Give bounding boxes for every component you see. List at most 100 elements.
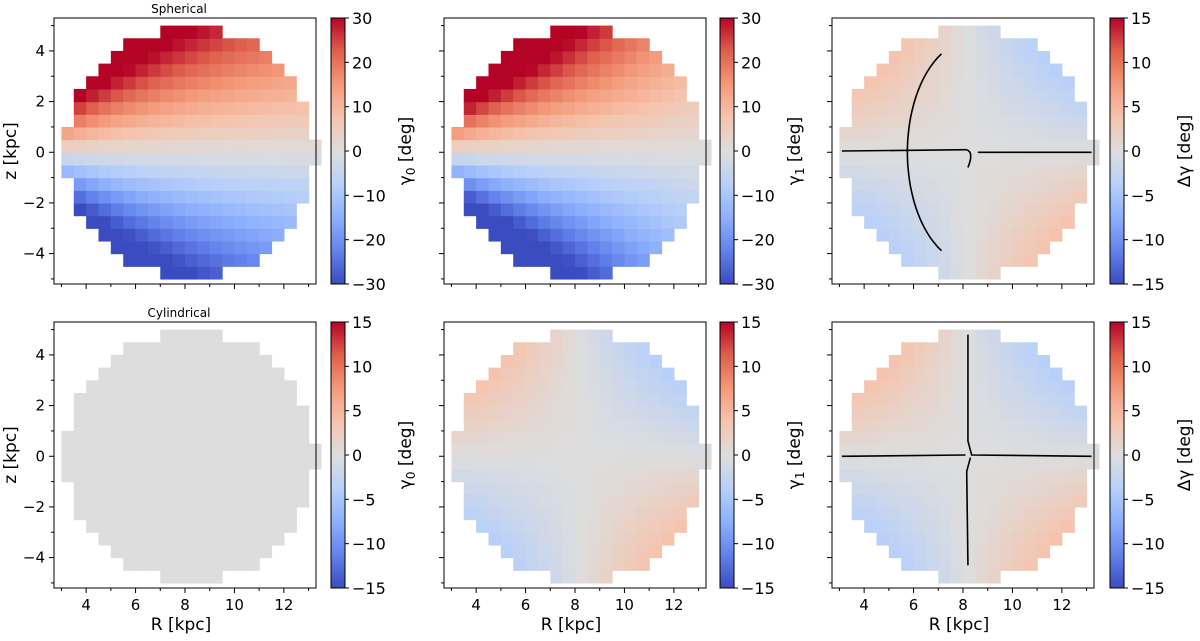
heatmap-cell <box>1049 418 1063 432</box>
heatmap-cell <box>222 253 236 267</box>
heatmap-cell <box>1012 430 1026 445</box>
heatmap-cell <box>624 152 638 166</box>
heatmap-cell <box>463 101 477 115</box>
heatmap-cell <box>185 88 198 103</box>
x-tick-label: 10 <box>225 596 244 614</box>
heatmap-cell <box>172 367 186 381</box>
heatmap-cell <box>185 177 198 191</box>
heatmap-cell <box>135 392 149 407</box>
heatmap-cell <box>476 519 490 533</box>
colorbar-tick-label: −5 <box>1131 186 1155 205</box>
heatmap-cell <box>234 190 248 204</box>
x-tick-label: 10 <box>1003 596 1022 614</box>
heatmap-cell <box>525 557 539 571</box>
heatmap-cell <box>987 190 1001 204</box>
heatmap-cell <box>975 240 989 255</box>
heatmap-cell <box>160 25 174 39</box>
heatmap-cell <box>950 177 964 191</box>
heatmap-cell <box>938 139 952 153</box>
heatmap-cell <box>636 354 650 369</box>
heatmap-cell <box>562 468 576 483</box>
heatmap-cell <box>451 126 465 141</box>
heatmap-cell <box>888 418 902 432</box>
heatmap-cell <box>876 443 890 457</box>
heatmap-cell <box>110 405 124 419</box>
heatmap-cell <box>599 63 613 77</box>
heatmap-cell <box>612 63 626 77</box>
y-tick-label: −4 <box>23 245 45 263</box>
heatmap-cell <box>599 456 613 470</box>
heatmap-cell <box>488 139 502 153</box>
heatmap-cell <box>488 101 502 115</box>
heatmap-cell <box>575 215 588 229</box>
heatmap-cell <box>296 177 310 191</box>
heatmap-cell <box>575 177 588 191</box>
heatmap-cell <box>86 481 100 495</box>
heatmap-cell <box>160 456 174 470</box>
heatmap-cell <box>1037 63 1051 77</box>
heatmap-cell <box>1037 50 1051 65</box>
heatmap-cell <box>686 164 700 179</box>
heatmap-cell <box>876 152 890 166</box>
heatmap-cell <box>901 253 915 267</box>
heatmap-cell <box>246 544 260 559</box>
heatmap-cell <box>1012 557 1026 571</box>
heatmap-cell <box>222 430 236 445</box>
heatmap-cell <box>612 481 626 495</box>
heatmap-cell <box>1024 114 1038 128</box>
heatmap-cell <box>537 481 551 495</box>
heatmap-cell <box>476 506 490 521</box>
heatmap-cell <box>612 380 626 394</box>
heatmap-cell <box>975 152 989 166</box>
heatmap-cell <box>612 190 626 204</box>
heatmap-cell <box>987 532 1001 546</box>
heatmap-cell <box>1000 215 1014 229</box>
heatmap-cell <box>135 253 149 267</box>
heatmap-cell <box>147 506 161 521</box>
heatmap-cell <box>562 430 576 445</box>
heatmap-cell <box>500 367 514 381</box>
heatmap-cell <box>864 215 878 229</box>
colorbar-tick-label: 15 <box>352 313 372 332</box>
heatmap-cell <box>123 152 137 166</box>
heatmap-cell <box>1024 38 1038 52</box>
heatmap-cell <box>246 215 260 229</box>
heatmap-cell <box>476 392 490 407</box>
heatmap-cell <box>110 190 124 204</box>
heatmap-cell <box>185 76 198 90</box>
heatmap-cell <box>599 354 613 369</box>
heatmap-cell <box>222 494 236 508</box>
heatmap-cell <box>1049 468 1063 483</box>
y-tick-label: −2 <box>23 194 45 212</box>
heatmap-cell <box>963 101 976 115</box>
heatmap-cell <box>661 88 675 103</box>
heatmap-cell <box>513 253 527 267</box>
heatmap-cell <box>513 63 527 77</box>
heatmap-cell <box>987 50 1001 65</box>
heatmap-cell <box>135 240 149 255</box>
heatmap-cell <box>185 380 198 394</box>
heatmap-cell <box>110 63 124 77</box>
colorbar-tick-label: −10 <box>741 186 775 205</box>
heatmap-cell <box>1037 190 1051 204</box>
heatmap-cell <box>296 468 310 483</box>
heatmap-cell <box>901 392 915 407</box>
heatmap-cell <box>246 38 260 52</box>
heatmap-cell <box>283 456 297 470</box>
heatmap-cell <box>147 114 161 128</box>
heatmap-cell <box>197 418 211 432</box>
heatmap-cell <box>296 418 310 432</box>
heatmap-cell <box>649 430 663 445</box>
heatmap-cell <box>901 240 915 255</box>
heatmap-cell <box>839 126 853 141</box>
heatmap-cell <box>636 63 650 77</box>
heatmap-cell <box>110 177 124 191</box>
heatmap-cell <box>246 367 260 381</box>
heatmap-cell <box>271 405 285 419</box>
heatmap-cell <box>246 190 260 204</box>
heatmap-cell <box>562 494 576 508</box>
heatmap-cell <box>864 76 878 90</box>
heatmap-cell <box>271 164 285 179</box>
heatmap-cell <box>888 354 902 369</box>
